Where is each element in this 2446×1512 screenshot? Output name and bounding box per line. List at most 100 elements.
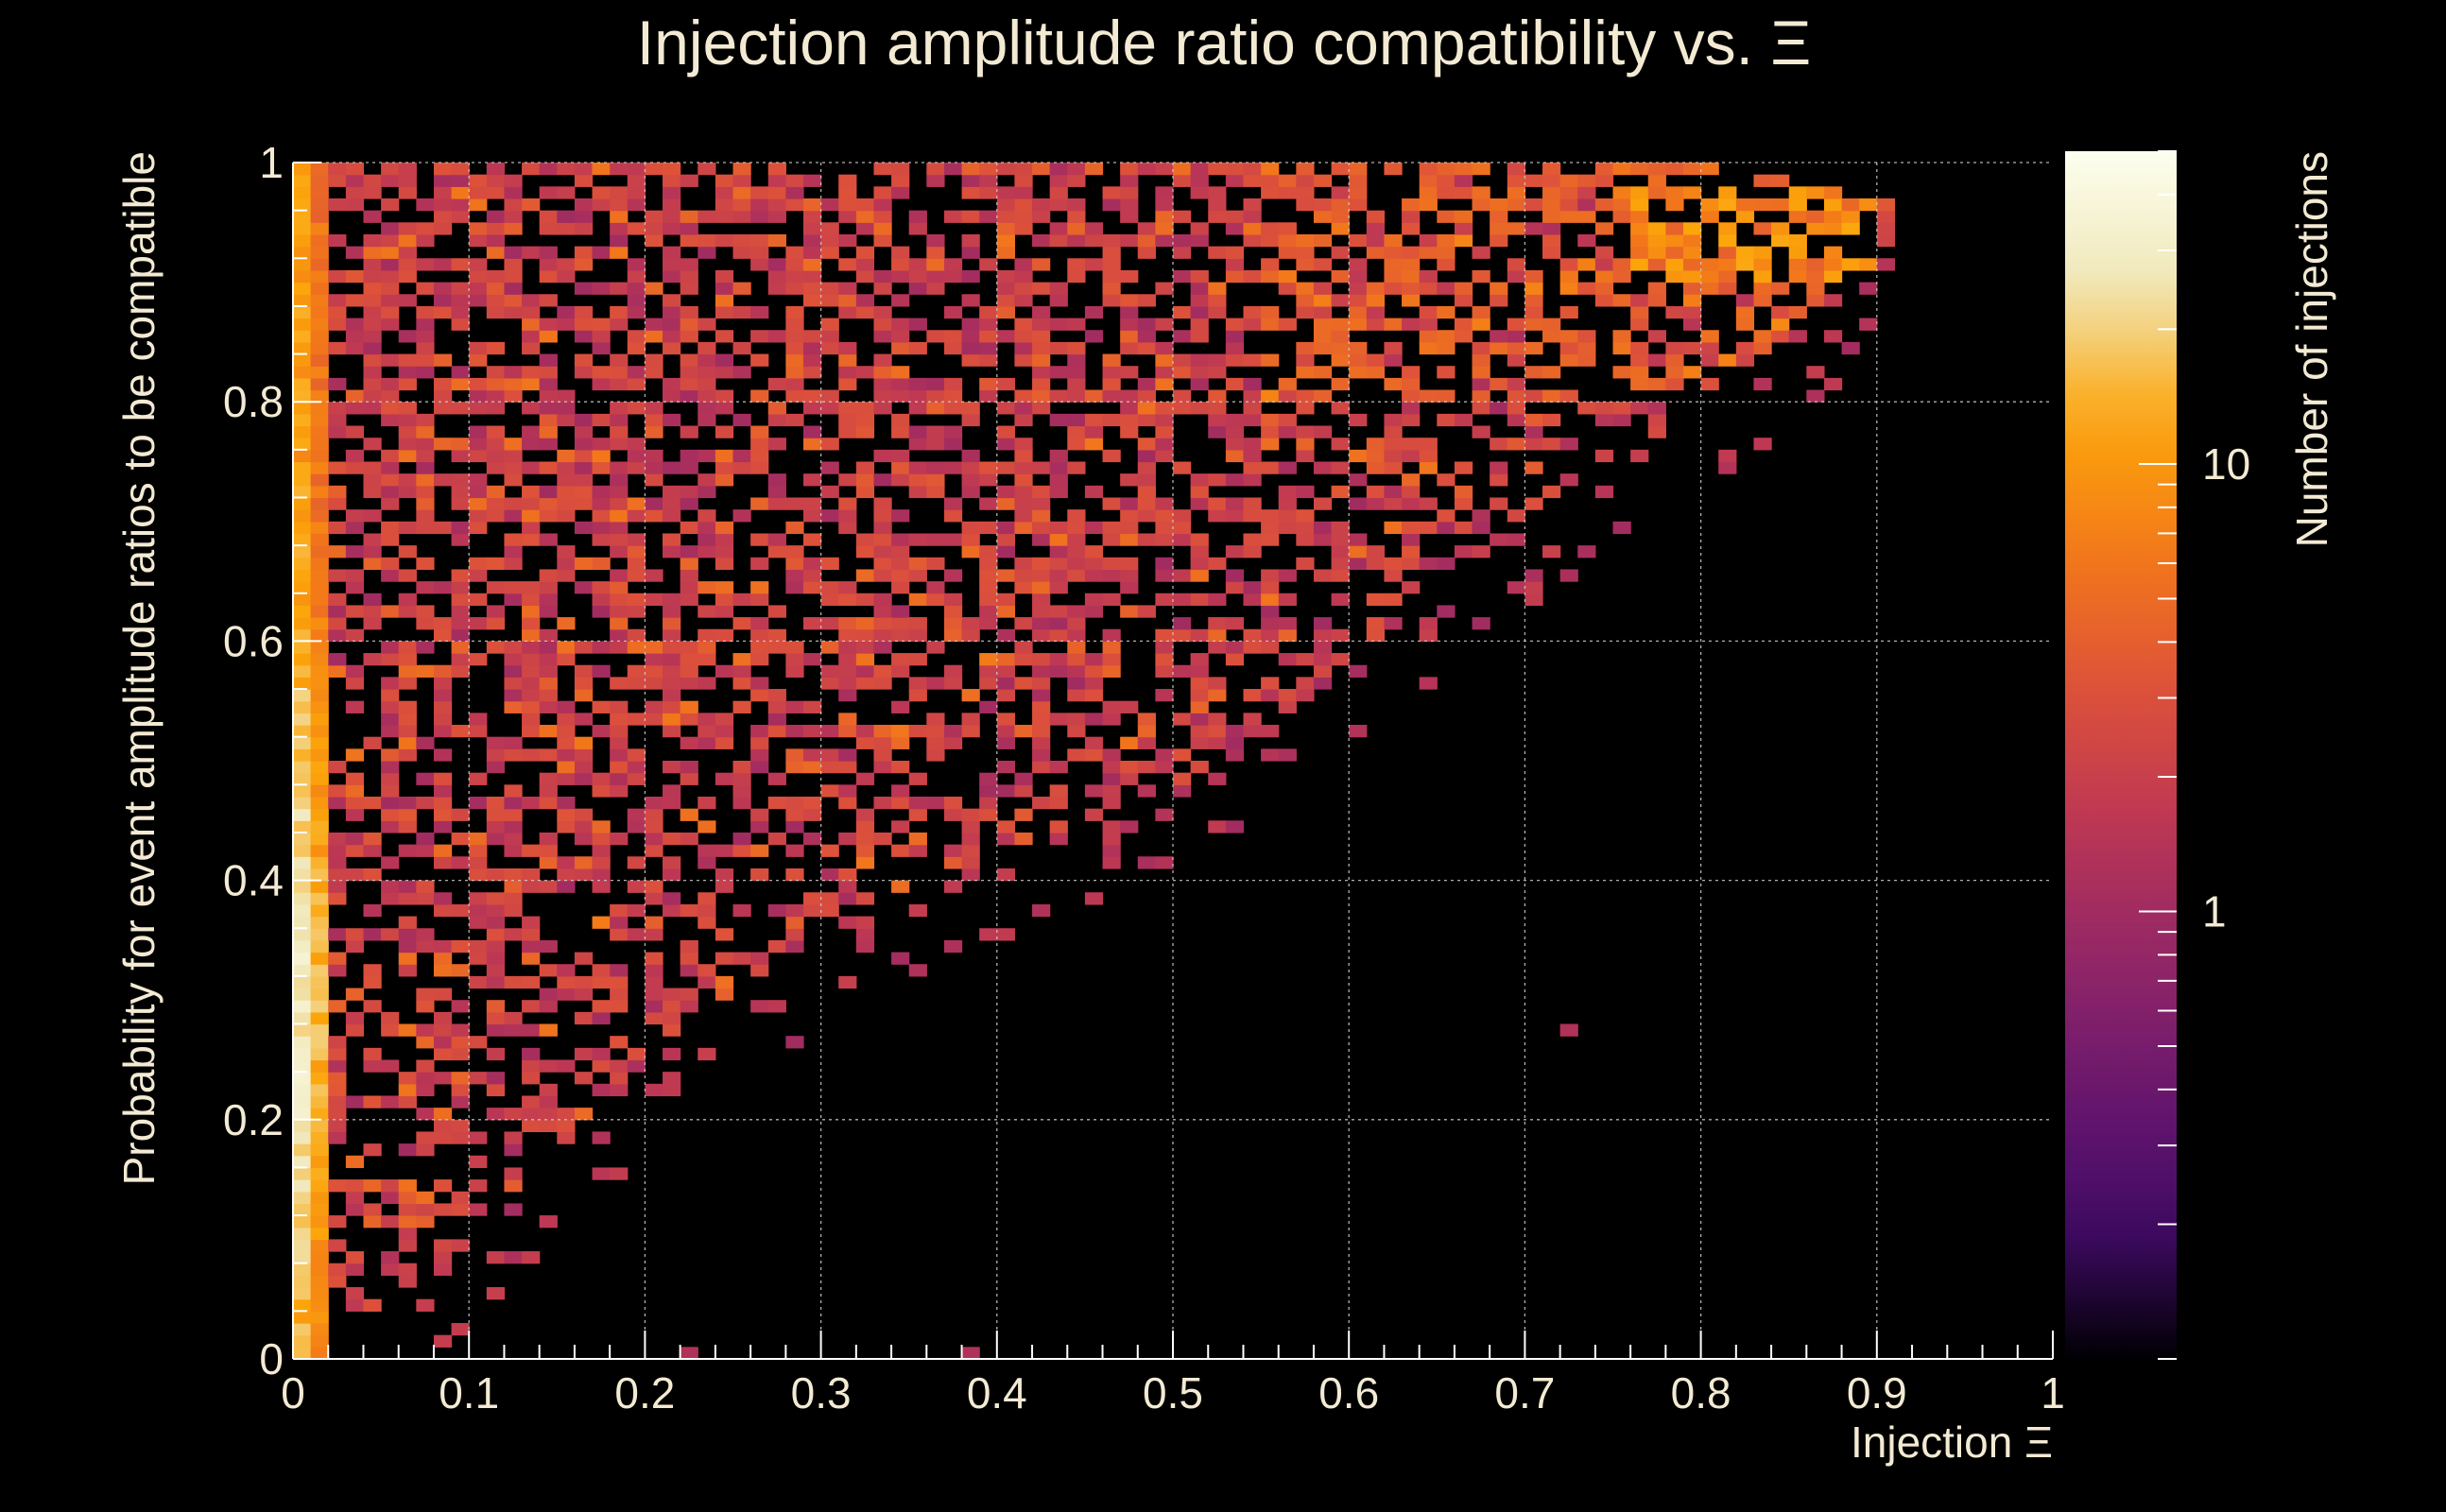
- heatmap-cell: [1612, 521, 1631, 535]
- heatmap-cell: [293, 952, 312, 965]
- heatmap-cell: [451, 1323, 470, 1336]
- heatmap-cell: [1278, 425, 1297, 438]
- heatmap-cell: [469, 438, 488, 451]
- heatmap-cell: [398, 473, 417, 487]
- heatmap-cell: [1665, 163, 1684, 176]
- x-tick-label: 0.7: [1494, 1368, 1555, 1418]
- heatmap-cell: [1437, 305, 1456, 319]
- heatmap-cell: [539, 497, 558, 510]
- heatmap-cell: [1155, 438, 1174, 451]
- heatmap-cell: [750, 258, 769, 271]
- heatmap-cell: [1647, 163, 1666, 176]
- heatmap-cell: [750, 305, 769, 319]
- heatmap-cell: [557, 569, 576, 582]
- heatmap-cell: [293, 246, 312, 259]
- heatmap-cell: [1313, 653, 1333, 666]
- heatmap-cell: [1102, 713, 1121, 726]
- heatmap-cell: [1102, 413, 1121, 427]
- heatmap-cell: [504, 449, 523, 463]
- heatmap-cell: [574, 868, 594, 882]
- heatmap-cell: [785, 353, 804, 367]
- heatmap-cell: [1700, 258, 1719, 271]
- heatmap-cell: [855, 832, 875, 846]
- heatmap-cell: [838, 832, 857, 846]
- heatmap-cell: [1014, 389, 1033, 403]
- heatmap-cell: [645, 916, 663, 929]
- heatmap-cell: [345, 389, 365, 403]
- heatmap-cell: [715, 880, 734, 893]
- heatmap-cell: [891, 318, 910, 331]
- heatmap-cell: [996, 593, 1016, 607]
- heatmap-cell: [345, 928, 365, 941]
- heatmap-cell: [610, 761, 629, 774]
- heatmap-cell: [1718, 353, 1737, 367]
- heatmap-cell: [1032, 485, 1051, 499]
- heatmap-cell: [345, 521, 365, 535]
- heatmap-cell: [345, 808, 365, 821]
- heatmap-cell: [1067, 163, 1086, 176]
- heatmap-cell: [398, 545, 417, 558]
- heatmap-cell: [1032, 581, 1051, 594]
- heatmap-cell: [1700, 341, 1719, 355]
- heatmap-cell: [1594, 269, 1614, 284]
- heatmap-cell: [1313, 366, 1333, 379]
- heatmap-cell: [698, 377, 716, 391]
- heatmap-cell: [1331, 246, 1350, 259]
- heatmap-cell: [820, 748, 839, 762]
- heatmap-cell: [1014, 449, 1033, 463]
- heatmap-cell: [785, 796, 804, 810]
- heatmap-cell: [1735, 294, 1755, 307]
- heatmap-cell: [767, 939, 786, 954]
- heatmap-cell: [1032, 233, 1051, 248]
- heatmap-cell: [785, 808, 804, 821]
- heatmap-cell: [1630, 341, 1649, 355]
- heatmap-cell: [1084, 233, 1104, 248]
- heatmap-cell: [293, 903, 312, 918]
- heatmap-cell: [451, 198, 470, 212]
- heatmap-cell: [698, 389, 716, 403]
- heatmap-cell: [1454, 210, 1473, 223]
- heatmap-cell: [328, 1275, 347, 1288]
- heatmap-cell: [1682, 186, 1702, 199]
- heatmap-cell: [1049, 761, 1068, 774]
- heatmap-cell: [293, 880, 312, 893]
- heatmap-cell: [926, 425, 945, 438]
- heatmap-cell: [1490, 341, 1508, 355]
- heatmap-cell: [486, 269, 506, 284]
- heatmap-cell: [926, 174, 945, 187]
- heatmap-cell: [873, 233, 892, 248]
- heatmap-cell: [1349, 473, 1368, 487]
- heatmap-cell: [539, 1083, 558, 1097]
- heatmap-cell: [557, 653, 576, 666]
- heatmap-cell: [1067, 713, 1086, 726]
- heatmap-cell: [785, 377, 804, 391]
- heatmap-cell: [1049, 473, 1068, 487]
- heatmap-cell: [1402, 581, 1421, 594]
- heatmap-cell: [1102, 628, 1121, 642]
- heatmap-cell: [785, 1036, 804, 1049]
- heatmap-cell: [1402, 318, 1421, 331]
- heatmap-cell: [1331, 485, 1350, 499]
- heatmap-cell: [363, 832, 382, 846]
- heatmap-cell: [1155, 163, 1174, 176]
- heatmap-cell: [522, 246, 541, 259]
- heatmap-cell: [1296, 653, 1315, 666]
- colorbar-ticks: 110: [2139, 150, 2250, 1360]
- heatmap-cell: [363, 233, 382, 248]
- heatmap-cell: [961, 820, 980, 833]
- heatmap-cell: [627, 820, 646, 833]
- heatmap-cell: [1155, 856, 1174, 869]
- heatmap-cell: [873, 677, 892, 690]
- heatmap-cell: [486, 341, 506, 355]
- heatmap-cell: [1331, 163, 1350, 176]
- heatmap-cell: [345, 1095, 365, 1108]
- heatmap-cell: [627, 628, 646, 642]
- heatmap-cell: [1243, 163, 1262, 176]
- heatmap-cell: [926, 246, 945, 259]
- heatmap-cell: [433, 784, 453, 798]
- heatmap-cell: [1084, 713, 1104, 726]
- heatmap-cell: [557, 856, 576, 869]
- heatmap-cell: [310, 1323, 329, 1336]
- heatmap-cell: [486, 186, 506, 199]
- heatmap-cell: [1067, 341, 1086, 355]
